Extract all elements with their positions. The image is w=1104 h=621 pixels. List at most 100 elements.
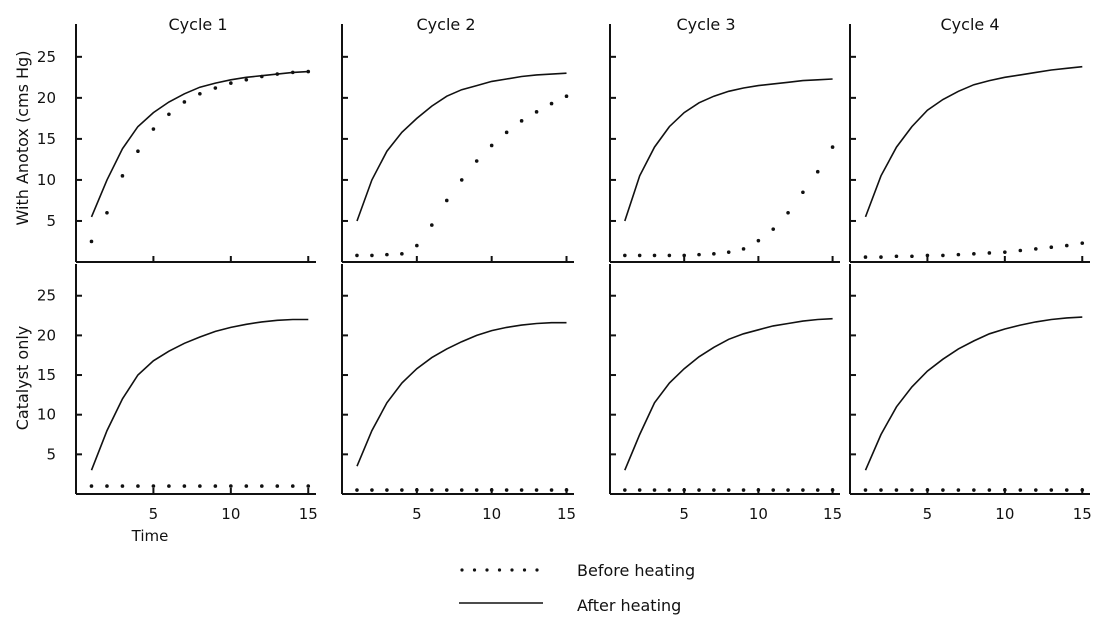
- panel-with-anotox-cms-hg-cycle-1-before-heating-point: [89, 239, 94, 244]
- panel-catalyst-only-cycle-3-x-tick-label-5: 5: [679, 505, 689, 523]
- panel-with-anotox-cms-hg-cycle-4-before-heating-point: [956, 252, 961, 257]
- panel-catalyst-only-cycle-2-before-heating-point: [370, 488, 374, 492]
- legend-dot: [472, 568, 477, 572]
- panel-with-anotox-cms-hg-cycle-4-before-heating-point: [1003, 250, 1007, 254]
- panel-catalyst-only-cycle-4-x-tick-label-10: 10: [995, 505, 1014, 523]
- panel-with-anotox-cms-hg-cycle-1-before-heating-point: [290, 70, 295, 75]
- panel-catalyst-only-cycle-1-before-heating-point: [136, 484, 140, 488]
- panel-with-anotox-cms-hg-cycle-2-before-heating-point: [370, 253, 374, 258]
- legend-dot: [535, 568, 539, 572]
- legend-dotted-swatch: [460, 568, 539, 572]
- panel-catalyst-only-cycle-4-before-heating-point: [941, 488, 945, 492]
- panel-with-anotox-cms-hg-cycle-1-y-tick-label-15: 15: [37, 130, 56, 148]
- panel-with-anotox-cms-hg-cycle-4: [849, 24, 1090, 263]
- panel-with-anotox-cms-hg-cycle-3-before-heating-point: [815, 169, 820, 174]
- panel-with-anotox-cms-hg-cycle-2-before-heating-point: [459, 178, 464, 182]
- panel-catalyst-only-cycle-1-before-heating-point: [120, 484, 125, 488]
- panel-with-anotox-cms-hg-cycle-1-y-tick-label-20: 20: [37, 89, 56, 107]
- legend-dot: [510, 568, 514, 572]
- panel-catalyst-only-cycle-1-before-heating-point: [182, 484, 187, 488]
- panel-with-anotox-cms-hg-cycle-2-before-heating-point: [355, 253, 359, 258]
- panel-catalyst-only-cycle-1-before-heating-point: [306, 484, 311, 488]
- panel-with-anotox-cms-hg-cycle-2-before-heating-point: [430, 223, 434, 227]
- legend-dot: [485, 568, 489, 572]
- panel-with-anotox-cms-hg-cycle-3-before-heating-point: [726, 250, 731, 254]
- panel-with-anotox-cms-hg-cycle-2-before-heating-point: [519, 119, 524, 123]
- panel-with-anotox-cms-hg-cycle-1-before-heating-point: [120, 174, 125, 178]
- panel-catalyst-only-cycle-2-before-heating-point: [430, 488, 434, 492]
- panel-catalyst-only-cycle-3-before-heating-point: [623, 488, 627, 492]
- panel-catalyst-only-cycle-4-before-heating-point: [879, 488, 883, 492]
- panel-catalyst-only-cycle-1-before-heating-point: [167, 484, 171, 488]
- panel-with-anotox-cms-hg-cycle-2-before-heating-point: [504, 130, 509, 135]
- panel-catalyst-only-cycle-3-x-tick-label-10: 10: [749, 505, 768, 523]
- panel-with-anotox-cms-hg-cycle-4-before-heating-point: [1080, 241, 1085, 245]
- col-title-cycle-2: Cycle 2: [417, 15, 476, 34]
- panel-catalyst-only-cycle-2-x-tick-label-5: 5: [412, 505, 422, 523]
- col-title-cycle-4: Cycle 4: [941, 15, 1000, 34]
- panel-with-anotox-cms-hg-cycle-2-before-heating-point: [400, 251, 404, 256]
- panel-with-anotox-cms-hg-cycle-4-before-heating-point: [879, 255, 883, 259]
- panel-with-anotox-cms-hg-cycle-4-before-heating-point: [1064, 243, 1069, 248]
- panel-catalyst-only-cycle-4-before-heating-point: [863, 488, 868, 492]
- col-title-cycle-1: Cycle 1: [169, 15, 228, 34]
- panel-catalyst-only-cycle-3-before-heating-point: [801, 488, 805, 492]
- panel-catalyst-only-cycle-1-after-heating-line: [90, 318, 309, 471]
- row-label-catalyst-only: Catalyst only: [13, 326, 32, 431]
- panel-catalyst-only-cycle-1-before-heating-point: [89, 484, 94, 488]
- panel-catalyst-only-cycle-1-before-heating-point: [213, 484, 218, 488]
- panel-catalyst-only-cycle-2-before-heating-point: [474, 488, 479, 492]
- row-label-with-anotox: With Anotox (cms Hg): [13, 51, 32, 226]
- panel-catalyst-only-cycle-3: 5 10 15: [609, 264, 842, 523]
- panel-with-anotox-cms-hg-cycle-3: [609, 24, 840, 263]
- panel-catalyst-only-cycle-4-before-heating-point: [972, 488, 976, 492]
- panel-with-anotox-cms-hg-cycle-4-before-heating-point: [1018, 248, 1023, 253]
- panel-with-anotox-cms-hg-cycle-2-before-heating-point: [564, 94, 569, 99]
- panel-with-anotox-cms-hg-cycle-1-before-heating-point: [182, 100, 187, 104]
- panel-with-anotox-cms-hg-cycle-4-before-heating-point: [972, 251, 976, 256]
- panel-catalyst-only-cycle-3-before-heating-point: [741, 488, 746, 492]
- panel-with-anotox-cms-hg-cycle-1-before-heating-point: [167, 112, 171, 117]
- legend-dot: [497, 568, 502, 572]
- panel-catalyst-only-cycle-1: 5 10 15 20 25 5 10 15: [37, 264, 318, 523]
- panel-with-anotox-cms-hg-cycle-1-before-heating-point: [260, 74, 264, 79]
- panel-catalyst-only-cycle-2-after-heating-line: [356, 321, 567, 467]
- panel-with-anotox-cms-hg-cycle-1-y-tick-label-10: 10: [37, 171, 56, 189]
- panel-catalyst-only-cycle-3-before-heating-point: [667, 488, 672, 492]
- panel-with-anotox-cms-hg-cycle-2-before-heating-point: [474, 159, 479, 163]
- panel-with-anotox-cms-hg-cycle-1-before-heating-point: [136, 149, 140, 154]
- x-axis-title: Time: [131, 527, 169, 545]
- panel-catalyst-only-cycle-4-before-heating-point: [1003, 488, 1007, 492]
- panel-with-anotox-cms-hg-cycle-3-before-heating-point: [637, 253, 642, 258]
- panel-catalyst-only-cycle-1-x-tick-label-10: 10: [221, 505, 240, 523]
- panel-catalyst-only-cycle-1-before-heating-point: [198, 484, 202, 488]
- panel-catalyst-only-cycle-3-before-heating-point: [652, 488, 657, 492]
- legend: Before heating After heating: [459, 561, 695, 615]
- panel-catalyst-only-cycle-2-before-heating-point: [385, 488, 389, 492]
- panel-with-anotox-cms-hg-cycle-1-before-heating-point: [151, 127, 156, 131]
- panel-with-anotox-cms-hg-cycle-2-before-heating-point: [489, 143, 494, 148]
- panel-catalyst-only-cycle-3-before-heating-point: [712, 488, 716, 492]
- panel-catalyst-only-cycle-1-before-heating-point: [229, 484, 233, 488]
- panel-with-anotox-cms-hg-cycle-4-before-heating-point: [941, 253, 945, 258]
- panel-catalyst-only-cycle-2-x-tick-label-10: 10: [482, 505, 501, 523]
- panel-catalyst-only-cycle-4-x-tick-label-5: 5: [923, 505, 933, 523]
- panel-with-anotox-cms-hg-cycle-1-before-heating-point: [229, 81, 233, 85]
- panel-catalyst-only-cycle-1-before-heating-point: [275, 484, 280, 488]
- panel-catalyst-only-cycle-3-before-heating-point: [697, 488, 701, 492]
- panel-catalyst-only-cycle-3-before-heating-point: [637, 488, 642, 492]
- panel-catalyst-only-cycle-4-x-tick-label-15: 15: [1073, 505, 1092, 523]
- panel-with-anotox-cms-hg-cycle-2-before-heating-point: [444, 198, 449, 203]
- panel-catalyst-only-cycle-3-before-heating-point: [756, 488, 761, 492]
- panel-catalyst-only-cycle-2-x-tick-label-15: 15: [557, 505, 576, 523]
- panel-with-anotox-cms-hg-cycle-2-after-heating-line: [356, 72, 567, 222]
- panel-catalyst-only-cycle-1-y-tick-label-10: 10: [37, 406, 56, 424]
- panel-with-anotox-cms-hg-cycle-1-before-heating-point: [244, 78, 249, 82]
- panel-with-anotox-cms-hg-cycle-4-before-heating-point: [863, 255, 868, 259]
- panel-catalyst-only-cycle-1-y-tick-label-15: 15: [37, 366, 56, 384]
- panel-with-anotox-cms-hg-cycle-3-before-heating-point: [771, 227, 776, 231]
- panel-with-anotox-cms-hg-cycle-3-before-heating-point: [830, 145, 835, 149]
- panel-catalyst-only-cycle-4-before-heating-point: [1034, 488, 1038, 492]
- panel-with-anotox-cms-hg-cycle-3-before-heating-point: [623, 253, 627, 258]
